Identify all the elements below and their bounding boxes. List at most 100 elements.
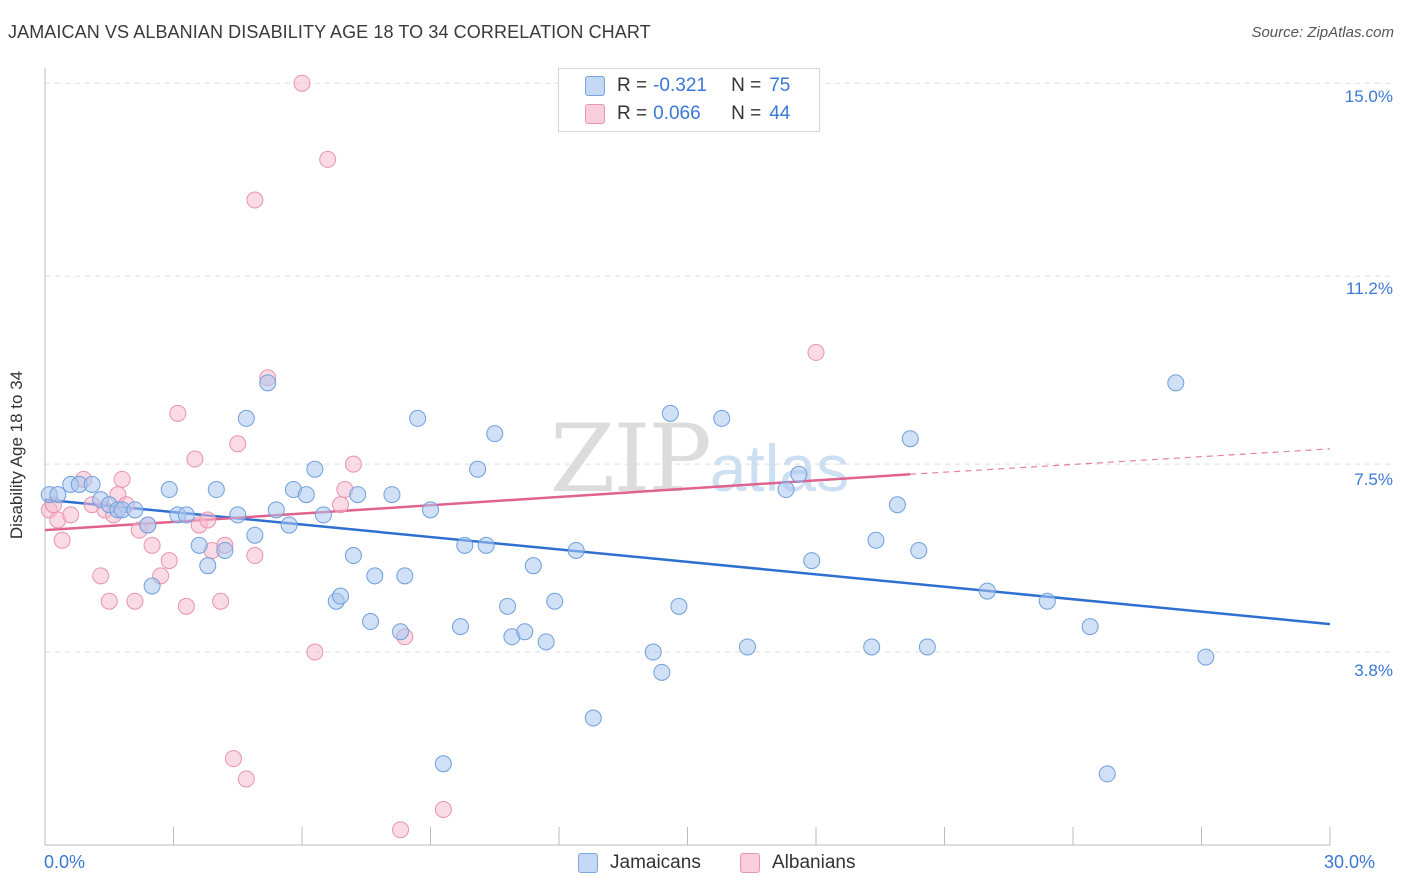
jamaican-point [280,516,298,534]
jamaican-point [267,501,285,519]
albanian-point [169,404,187,422]
r-label: R = [617,103,648,124]
n-value: 44 [769,103,791,124]
jamaican-point [297,486,315,504]
jamaican-point [888,496,906,514]
jamaican-point [863,638,881,656]
jamaican-point [486,425,504,443]
r-value: -0.321 [653,75,707,96]
jamaican-point [366,567,384,585]
albanian-point [306,643,324,661]
r-label: R = [617,75,648,96]
legend-row-albanians: R = 0.066 N = 44 [585,101,790,127]
gridlines [45,82,1395,653]
albanian-point [319,150,337,168]
jamaican-point [477,536,495,554]
jamaican-point [1098,765,1116,783]
jamaican-point [1167,374,1185,392]
jamaican-point [516,623,534,641]
y-tick-label: 15.0% [1344,87,1393,106]
jamaican-point [396,567,414,585]
legend-item-albanians: Albanians [740,852,855,874]
legend-item-jamaicans: Jamaicans [578,852,701,874]
albanian-point [113,470,131,488]
jamaican-point [83,475,101,493]
albanian-point [92,567,110,585]
jamaican-point [713,409,731,427]
jamaican-point [139,516,157,534]
jamaican-point [1197,648,1215,666]
jamaican-point [790,465,808,483]
jamaican-point [524,557,542,575]
jamaican-point [584,709,602,727]
jamaican-point [383,486,401,504]
jamaican-point [546,592,564,610]
y-tick-label: 11.2% [1346,279,1393,298]
albanian-point [246,191,264,209]
jamaican-point [160,481,178,499]
jamaican-point [567,541,585,559]
jamaican-point [143,577,161,595]
jamaican-point [469,460,487,478]
y-tick-label: 7.5% [1354,470,1393,489]
source-credit: Source: ZipAtlas.com [1251,24,1394,41]
jamaican-swatch [585,76,605,96]
jamaican-point [451,618,469,636]
jamaican-point [499,597,517,615]
jamaican-point [653,663,671,681]
legend-label-jamaicans: Jamaicans [610,852,701,873]
jamaican-point [422,501,439,519]
legend-row-jamaicans: R = -0.321 N = 75 [585,73,790,99]
jamaican-point [738,638,756,656]
albanian-point [344,455,362,473]
jamaican-trend-line [44,498,1331,626]
data-points [40,74,1215,839]
albanian-point [160,552,178,570]
jamaican-point [456,536,474,554]
jamaican-point [901,430,919,448]
jamaican-point [670,597,688,615]
albanian-swatch [585,104,605,124]
trend-lines [44,448,1331,626]
albanian-point [53,531,71,549]
x-tick-label-min: 0.0% [44,852,86,872]
albanian-point [807,343,825,361]
albanian-point [212,592,230,610]
n-label: N = [731,75,762,96]
albanian-point [392,821,410,839]
jamaican-point [216,541,234,559]
albanian-point [62,506,80,524]
albanian-point [177,597,195,615]
jamaican-point [49,486,67,504]
jamaican-point [126,501,144,519]
albanian-point [224,750,242,768]
x-tick-label-max: 30.0% [1324,852,1376,872]
jamaican-point [1038,592,1056,610]
jamaican-point [978,582,996,600]
jamaican-point [918,638,936,656]
albanian-point [126,592,144,610]
y-axis-label: Disability Age 18 to 34 [7,370,26,540]
y-tick-label: 3.8% [1354,661,1393,680]
albanian-point [143,536,161,554]
jamaican-point [199,557,217,575]
jamaican-swatch [578,853,598,873]
jamaican-point [229,506,247,524]
jamaican-point [349,486,367,504]
albanian-trend-extension [910,448,1331,475]
correlation-legend: R = -0.321 N = 75 R = 0.066 N = 44 [558,68,820,132]
jamaican-point [207,481,225,499]
jamaican-point [259,374,277,392]
axes [44,68,1331,846]
albanian-swatch [740,853,760,873]
jamaican-point [344,547,362,565]
jamaican-point [777,481,795,499]
jamaican-point [314,506,332,524]
jamaican-point [644,643,662,661]
albanian-point [293,74,311,92]
albanian-point [186,450,204,468]
albanian-point [199,511,217,529]
albanian-point [434,800,452,818]
jamaican-point [537,633,555,651]
